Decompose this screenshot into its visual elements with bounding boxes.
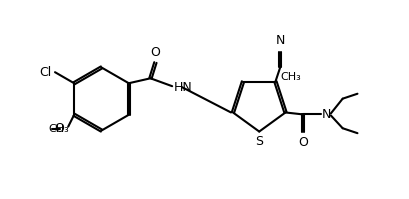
Text: CH₃: CH₃: [281, 72, 301, 82]
Text: N: N: [322, 108, 331, 121]
Text: O: O: [151, 46, 160, 59]
Text: CH₃: CH₃: [49, 124, 69, 134]
Text: S: S: [255, 136, 263, 148]
Text: O: O: [54, 122, 64, 135]
Text: O: O: [298, 136, 308, 149]
Text: Cl: Cl: [39, 66, 51, 79]
Text: N: N: [276, 34, 285, 47]
Text: HN: HN: [174, 81, 193, 94]
